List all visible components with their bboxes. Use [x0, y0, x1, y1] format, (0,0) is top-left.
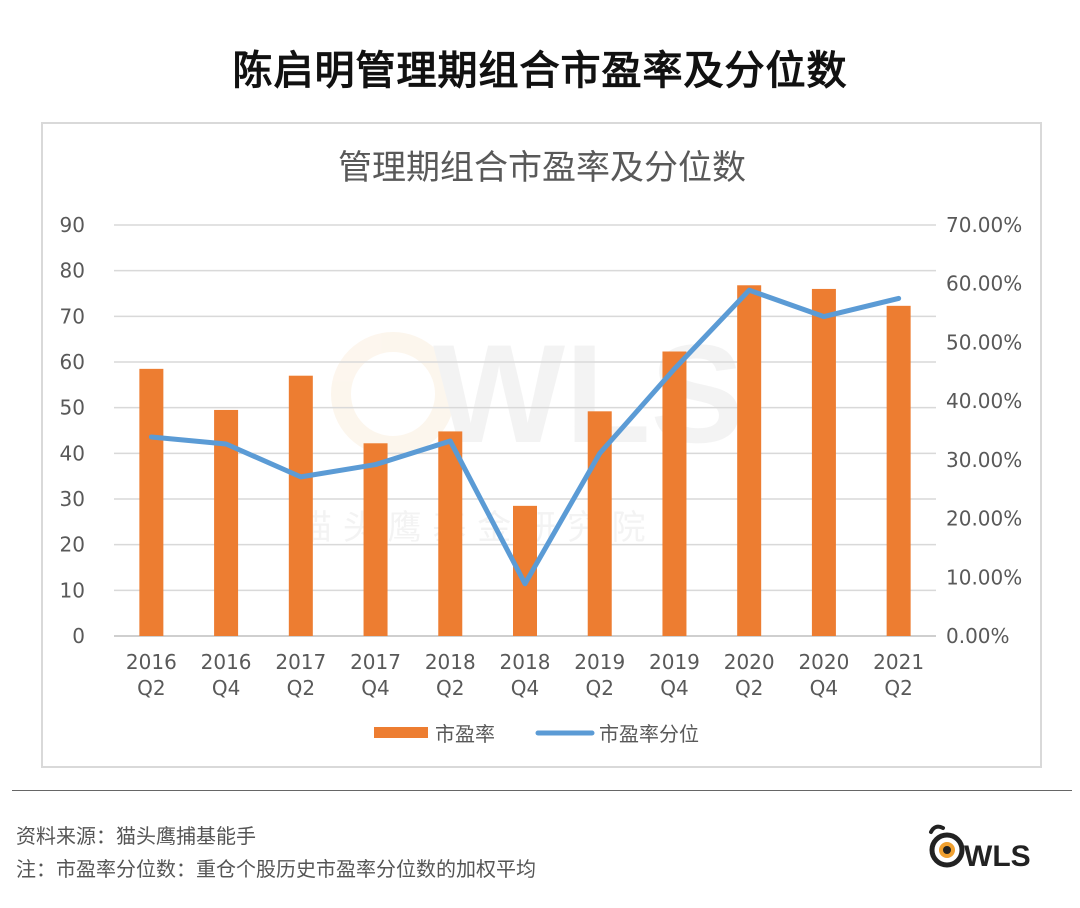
y-right-tick-label: 30.00%: [946, 448, 1022, 472]
y-left-tick-label: 50: [60, 396, 85, 420]
chart-container: WLS 猫 头 鹰 基 金 研 究 院 管理期组合市盈率及分位数 0 10 20 30…: [41, 122, 1042, 768]
bar: [363, 443, 388, 636]
y-left-tick-label: 20: [60, 533, 85, 557]
watermark-text: 猫 头 鹰 基 金 研 究 院: [298, 508, 646, 548]
x-tick-label: Q2: [287, 676, 315, 700]
bar: [139, 368, 164, 636]
y-right-tick-label: 0.00%: [946, 624, 1010, 648]
x-tick-label: 2019: [574, 650, 625, 674]
x-tick-label: Q2: [884, 676, 912, 700]
y-left-tick-label: 70: [60, 304, 85, 328]
x-tick-label: 2021: [873, 650, 924, 674]
y-right-tick-label: 20.00%: [946, 507, 1022, 531]
series-line: [148, 287, 902, 587]
legend-label-bar: 市盈率: [435, 722, 495, 746]
x-tick-label: Q4: [810, 676, 838, 700]
y-left-tick-label: 0: [72, 624, 85, 648]
x-tick-label: Q4: [212, 676, 240, 700]
bar: [587, 411, 612, 636]
bar: [811, 288, 836, 636]
y-right-tick-label: 40.00%: [946, 389, 1022, 413]
legend: 市盈率 市盈率分位: [374, 722, 699, 746]
bar-layer: [139, 285, 911, 636]
legend-label-line: 市盈率分位: [599, 722, 699, 746]
source-note: 资料来源：猫头鹰捕基能手: [16, 824, 256, 848]
x-tick-label: Q2: [585, 676, 613, 700]
watermark-eye-icon: [331, 332, 455, 456]
y-right-tick-label: 70.00%: [946, 213, 1022, 237]
owls-logo: WLS: [929, 824, 1031, 872]
legend-swatch-bar: [374, 727, 428, 738]
definition-note: 注：市盈率分位数：重仓个股历史市盈率分位数的加权平均: [16, 857, 536, 881]
logo-pupil-icon: [943, 846, 951, 854]
x-tick-label: 2020: [798, 650, 849, 674]
x-tick-label: Q4: [511, 676, 539, 700]
x-tick-label: 2018: [425, 650, 476, 674]
x-tick-label: Q4: [660, 676, 688, 700]
x-tick-label: Q2: [137, 676, 165, 700]
footer-divider: [12, 790, 1072, 791]
x-tick-label: 2016: [201, 650, 252, 674]
x-tick-label: 2018: [500, 650, 551, 674]
page-title: 陈启明管理期组合市盈率及分位数: [232, 48, 848, 94]
x-tick-label: Q4: [361, 676, 389, 700]
y-left-tick-label: 10: [60, 578, 85, 602]
bar: [438, 431, 463, 636]
x-tick-label: Q2: [436, 676, 464, 700]
y-left-tick-label: 80: [60, 259, 85, 283]
y-right-tick-label: 60.00%: [946, 272, 1022, 296]
x-tick-label: Q2: [735, 676, 763, 700]
y-right-tick-label: 50.00%: [946, 330, 1022, 354]
chart-title: 管理期组合市盈率及分位数: [338, 148, 746, 188]
y-left-tick-label: 30: [60, 487, 85, 511]
y-left-tick-label: 60: [60, 350, 85, 374]
x-tick-label: 2017: [275, 650, 326, 674]
chart-svg: WLS 猫 头 鹰 基 金 研 究 院 管理期组合市盈率及分位数 0102030…: [60, 148, 1023, 746]
y-left-tick-label: 40: [60, 441, 85, 465]
axis-layer: 0 10 20 30 40 50 60 70 80 90 0.00% 10.00% 20.00% 30.0…: [60, 213, 1023, 700]
bar: [886, 305, 911, 636]
grid-layer: [114, 224, 936, 637]
logo-horn-icon: [929, 824, 945, 834]
x-tick-label: 2017: [350, 650, 401, 674]
y-right-tick-label: 10.00%: [946, 565, 1022, 589]
y-left-tick-label: 90: [60, 213, 85, 237]
logo-text: WLS: [964, 840, 1031, 872]
line-layer: [148, 287, 902, 587]
bar: [662, 351, 687, 636]
bar: [737, 285, 762, 636]
logo-eye-icon: [929, 832, 965, 868]
x-tick-label: 2019: [649, 650, 700, 674]
bar: [288, 375, 313, 636]
x-tick-label: 2020: [724, 650, 775, 674]
x-tick-label: 2016: [126, 650, 177, 674]
